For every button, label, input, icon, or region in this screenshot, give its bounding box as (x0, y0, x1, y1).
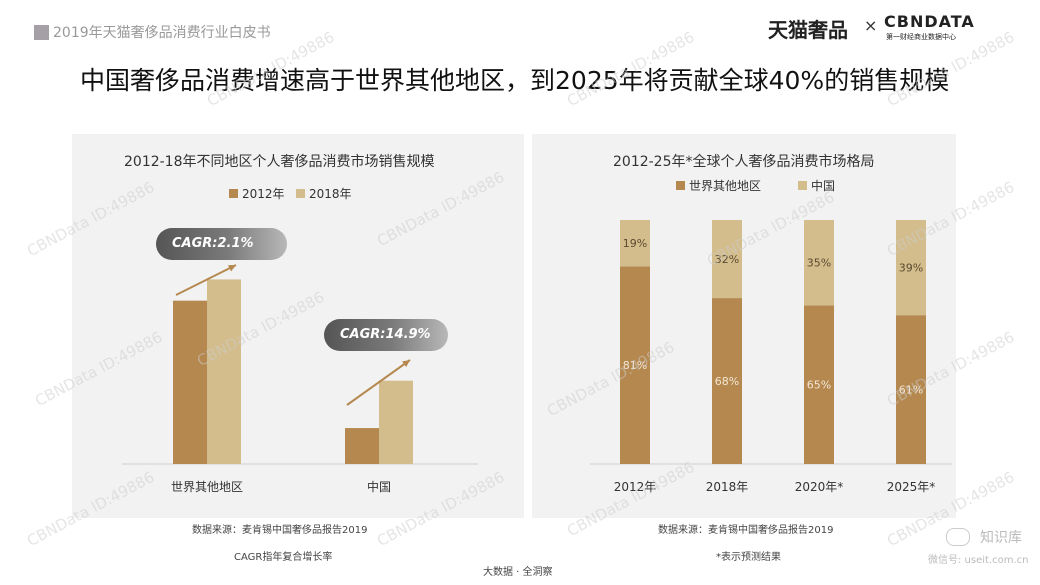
x-tick-label: 世界其他地区 (171, 480, 243, 494)
cagr-arrow-rest-of-world-head (228, 265, 236, 272)
bar-china-2012年 (345, 428, 379, 464)
legend-label: 世界其他地区 (689, 179, 762, 193)
legend-swatch (296, 189, 305, 198)
data-label: 35% (807, 257, 831, 270)
stacked-bar-中国-2020年* (804, 220, 834, 306)
page-title: 中国奢侈品消费增速高于世界其他地区，到2025年将贡献全球40%的销售规模 (80, 66, 950, 95)
left-legend-item-2018: 2018年 (296, 185, 352, 202)
bar-rest-of-world-2012年 (173, 300, 207, 464)
stacked-bar-中国-2018年 (712, 220, 742, 299)
bar-rest-of-world-2018年 (207, 279, 241, 464)
wechat-account-id: 微信号: useit.com.cn (928, 555, 1029, 566)
stacked-bar-世界其他地区-2018年 (712, 298, 742, 464)
data-label: 81% (623, 359, 647, 372)
bar-china-2018年 (379, 380, 413, 464)
right-legend-item-rest-of-world: 世界其他地区 (676, 177, 761, 194)
x-tick-label: 2020年* (795, 480, 844, 494)
cagr-badge-china: CAGR:14.9% (324, 319, 448, 351)
legend-swatch (676, 181, 685, 190)
legend-label: 2018年 (309, 187, 352, 201)
stacked-bar-中国-2012年 (620, 220, 650, 267)
logo-separator: × (864, 16, 878, 35)
data-label: 68% (715, 375, 739, 388)
x-tick-label: 2025年* (887, 480, 936, 494)
data-label: 32% (715, 253, 739, 266)
legend-label: 2012年 (242, 187, 285, 201)
data-label: 61% (899, 384, 923, 397)
cbndata-logo: CBNDATA (884, 12, 975, 31)
legend-swatch (229, 189, 238, 198)
cagr-arrow-china (346, 359, 411, 406)
report-title: 2019年天猫奢侈品消费行业白皮书 (53, 25, 271, 41)
stacked-bar-世界其他地区-2025年* (896, 315, 926, 464)
x-tick-label: 2018年 (706, 480, 749, 494)
stacked-bar-世界其他地区-2020年* (804, 305, 834, 464)
left-legend-item-2012: 2012年 (229, 185, 285, 202)
left-chart-title: 2012-18年不同地区个人奢侈品消费市场销售规模 (124, 154, 435, 170)
report-icon (34, 25, 49, 40)
right-chart-title: 2012-25年*全球个人奢侈品消费市场格局 (613, 154, 875, 170)
left-chart-panel (72, 134, 524, 518)
right-chart-panel (532, 134, 956, 518)
x-tick-label: 中国 (367, 479, 391, 494)
footer-slogan: 大数据 · 全洞察 (483, 567, 553, 578)
data-label: 65% (807, 379, 831, 392)
legend-label: 中国 (811, 179, 836, 193)
data-label: 19% (623, 237, 647, 250)
right-source-note: 数据来源：麦肯锡中国奢侈品报告2019 (658, 525, 834, 536)
stacked-bar-世界其他地区-2012年 (620, 266, 650, 464)
cagr-badge-rest-of-world: CAGR:2.1% (156, 228, 287, 260)
legend-swatch (798, 181, 807, 190)
cbndata-logo-subtitle: 第一财经商业数据中心 (886, 33, 956, 41)
cagr-arrow-rest-of-world (175, 264, 237, 296)
left-source-note: 数据来源：麦肯锡中国奢侈品报告2019 (192, 525, 368, 536)
x-tick-label: 2012年 (614, 480, 657, 494)
wechat-icon (946, 528, 970, 546)
stacked-bar-中国-2025年* (896, 220, 926, 316)
tmall-luxury-logo: 天猫奢品 (768, 18, 848, 42)
right-footnote: *表示预测结果 (716, 552, 781, 563)
left-footnote: CAGR指年复合增长率 (234, 552, 333, 563)
right-legend-item-china: 中国 (798, 177, 835, 194)
wechat-account-name: 知识库 (980, 530, 1022, 546)
data-label: 39% (899, 262, 923, 275)
cagr-arrow-china-head (402, 360, 410, 368)
